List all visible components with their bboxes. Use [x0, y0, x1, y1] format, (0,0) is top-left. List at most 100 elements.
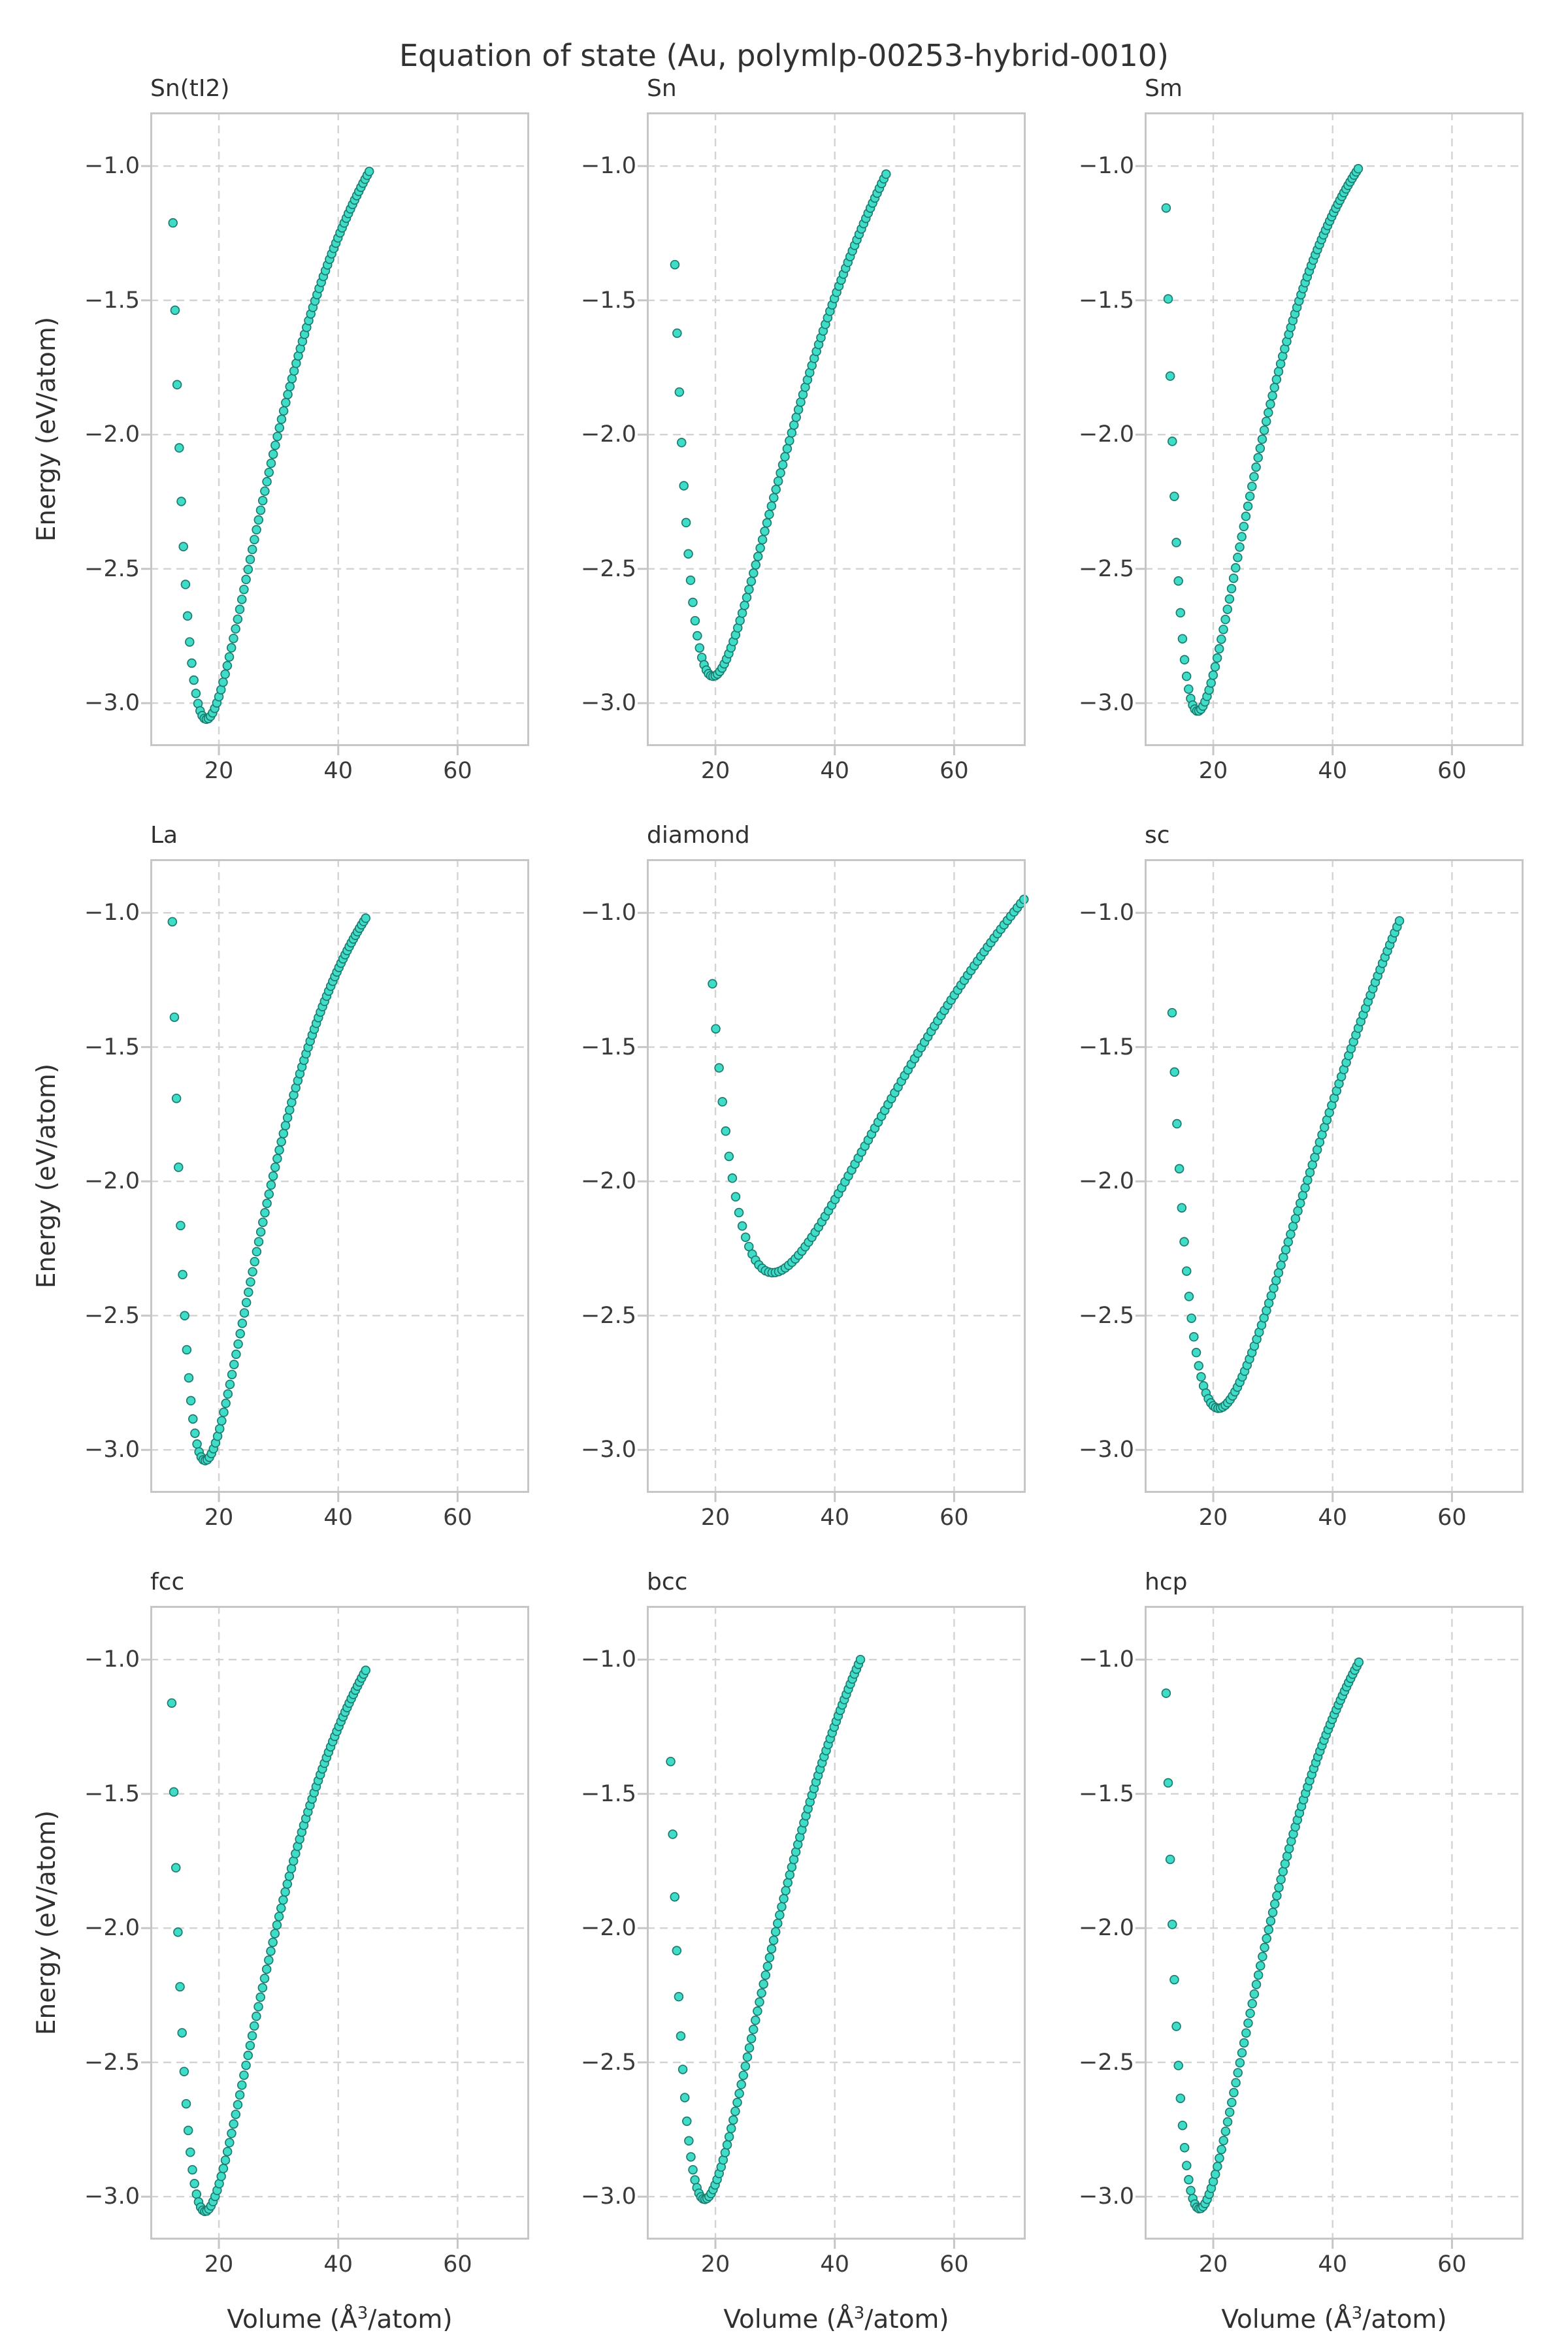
- y-tick-label: −1.0: [581, 900, 636, 926]
- data-point: [672, 328, 682, 338]
- data-point: [679, 2093, 690, 2102]
- x-tick-label: 40: [323, 1505, 353, 1531]
- data-point: [218, 2163, 229, 2174]
- data-point: [1288, 1221, 1298, 1232]
- data-point: [678, 2065, 688, 2074]
- data-point: [734, 2089, 744, 2099]
- x-tick-label: 40: [1318, 2251, 1347, 2278]
- x-tick-label: 20: [204, 758, 234, 784]
- data-point: [1262, 1933, 1271, 1944]
- y-axis-label: Energy (eV/atom): [32, 1063, 61, 1289]
- data-point: [187, 658, 197, 668]
- data-point: [1179, 2142, 1190, 2153]
- data-point: [183, 2125, 193, 2136]
- data-point: [247, 544, 257, 555]
- data-point: [190, 1428, 200, 1438]
- data-point: [220, 2155, 231, 2165]
- data-point: [744, 585, 754, 595]
- data-point: [688, 2164, 698, 2175]
- data-point: [755, 1997, 764, 2007]
- data-point: [172, 380, 182, 390]
- data-point: [241, 1298, 252, 1307]
- tick-marks: [638, 911, 955, 1502]
- data-point: [1224, 594, 1235, 604]
- gridlines: [647, 112, 1026, 746]
- data-point: [764, 1953, 775, 1963]
- data-point: [672, 1946, 682, 1955]
- data-point: [762, 1961, 773, 1971]
- data-point: [760, 526, 770, 536]
- data-point: [1222, 604, 1232, 614]
- y-tick-label: −2.5: [581, 1302, 636, 1329]
- subplot-title-bcc: bcc: [647, 1569, 688, 1595]
- data-point: [364, 167, 374, 176]
- data-point: [239, 1308, 250, 1318]
- x-tick-label: 40: [820, 2251, 849, 2278]
- tick-marks: [1135, 1658, 1453, 2249]
- data-point: [1241, 512, 1251, 521]
- data-point: [170, 305, 180, 316]
- data-point: [276, 1137, 286, 1147]
- data-point: [769, 493, 779, 503]
- data-point: [262, 477, 272, 487]
- y-tick-label: −2.0: [84, 1168, 140, 1195]
- y-tick-label: −2.0: [581, 1168, 636, 1195]
- data-point: [191, 689, 201, 698]
- y-tick-label: −1.0: [84, 900, 140, 926]
- data-point: [1169, 491, 1179, 502]
- data-point: [260, 1207, 270, 1218]
- tick-marks: [1135, 911, 1453, 1502]
- data-point: [737, 1221, 747, 1231]
- y-tick-label: −3.0: [581, 1437, 636, 1463]
- data-point: [176, 497, 186, 506]
- data-point: [1165, 371, 1175, 381]
- subplot-bcc: [638, 1606, 1026, 2249]
- data-point: [1231, 563, 1241, 573]
- data-point: [1213, 2161, 1222, 2172]
- data-point: [721, 1126, 731, 1136]
- data-point: [231, 624, 240, 634]
- axes-spines: [150, 112, 529, 746]
- tick-marks: [638, 1658, 955, 2249]
- data-point: [186, 1396, 196, 1406]
- data-point: [855, 1654, 866, 1665]
- y-tick-label: −1.0: [1079, 1646, 1134, 1673]
- subplot-title-sn: Sn: [647, 75, 677, 102]
- data-point: [176, 1220, 186, 1231]
- data-point: [755, 543, 765, 553]
- data-point: [773, 1918, 783, 1929]
- y-tick-label: −3.0: [84, 2183, 140, 2210]
- data-point: [1179, 1237, 1189, 1247]
- data-point: [688, 597, 698, 608]
- data-point: [182, 611, 193, 621]
- gridlines: [150, 112, 529, 746]
- data-point: [1253, 1970, 1264, 1980]
- subplot-title-sn-ti2: Sn(tI2): [150, 75, 230, 102]
- data-point: [1184, 2174, 1194, 2185]
- x-tick-label: 20: [204, 2251, 234, 2278]
- data-point: [730, 2106, 740, 2116]
- y-tick-label: −3.0: [84, 1437, 140, 1463]
- data-point: [1217, 634, 1226, 644]
- data-point: [787, 1862, 797, 1872]
- data-point: [1173, 2061, 1183, 2070]
- data-point: [283, 389, 293, 400]
- y-tick-label: −1.0: [84, 1646, 140, 1673]
- x-tick-label: 20: [1198, 2251, 1228, 2278]
- data-point: [776, 468, 785, 478]
- data-point: [1167, 1007, 1177, 1018]
- data-point: [250, 534, 259, 545]
- data-point: [1283, 1237, 1293, 1247]
- data-point: [1276, 1260, 1286, 1270]
- data-point: [737, 608, 747, 618]
- data-point: [192, 1439, 202, 1449]
- data-point: [280, 1887, 290, 1897]
- data-point: [1177, 2120, 1188, 2131]
- data-point: [241, 574, 251, 585]
- data-point: [1229, 2087, 1239, 2098]
- data-point: [250, 1256, 259, 1267]
- data-point: [785, 436, 794, 446]
- y-tick-label: −3.0: [581, 2183, 636, 2210]
- tick-marks: [141, 1658, 459, 2249]
- data-point: [237, 1318, 248, 1328]
